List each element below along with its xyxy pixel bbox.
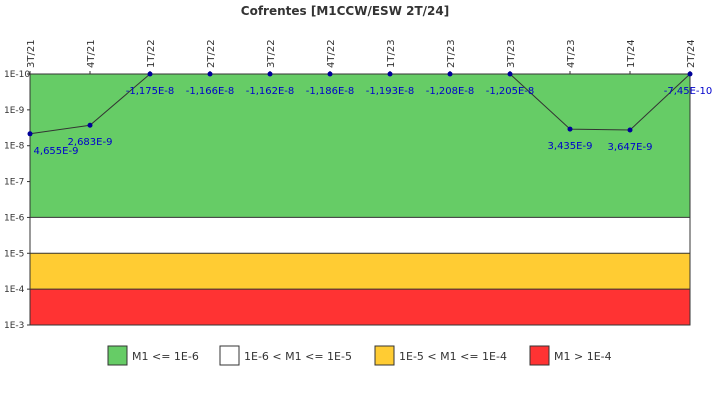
band-2 [30,253,690,290]
series-path [29,73,691,135]
x-tick-label: 2T/24 [686,39,697,68]
y-tick-label: 1E-7 [4,178,24,188]
data-point [87,122,93,128]
y-tick-label: 1E-3 [4,321,24,331]
data-point [387,71,393,77]
y-tick-label: 1E-10 [4,70,30,80]
legend-label: M1 > 1E-4 [554,350,612,363]
x-axis: 3T/21 4T/21 1T/22 2T/22 3T/22 4T/22 1T/23 2T/23… [26,39,697,74]
data-point [207,71,213,77]
data-label: -1,193E-8 [366,86,415,97]
data-point [687,71,693,77]
y-tick-label: 1E-8 [4,142,25,152]
y-tick-label: 1E-5 [4,249,24,259]
y-tick-label: 1E-4 [4,285,25,295]
legend-swatch [374,345,395,366]
data-label: -7,45E-10 [664,86,713,97]
series-line [27,71,693,137]
x-tick-label: 1T/24 [626,39,637,68]
risk-bands [30,74,690,325]
band-3 [30,289,690,325]
data-label: 2,683E-9 [68,137,113,148]
x-tick-label: 2T/22 [206,39,217,68]
chart-title: Cofrentes [M1CCW/ESW 2T/24] [241,4,449,18]
data-label: -1,186E-8 [306,86,355,97]
x-tick-label: 4T/21 [86,39,97,68]
data-point [507,71,513,77]
data-label: -1,205E-8 [486,86,535,97]
x-tick-label: 3T/21 [26,39,37,68]
data-label: -1,166E-8 [186,86,235,97]
data-label: -1,162E-8 [246,86,295,97]
legend-label: 1E-6 < M1 <= 1E-5 [244,350,352,363]
data-point [447,71,453,77]
y-axis: 1E-10 1E-9 1E-8 1E-7 1E-6 1E-5 1E-4 1E-3 [4,70,30,331]
grid [30,216,690,290]
x-tick-label: 1T/22 [146,39,157,68]
y-tick-label: 1E-9 [4,106,25,116]
data-label: -1,208E-8 [426,86,475,97]
data-point [27,131,33,137]
x-tick-label: 1T/23 [386,39,397,68]
legend-swatch [107,345,128,366]
data-point [267,71,273,77]
legend-label: 1E-5 < M1 <= 1E-4 [399,350,507,363]
data-point [567,126,573,132]
x-tick-label: 4T/22 [326,39,337,68]
data-label: -1,175E-8 [126,86,175,97]
data-point [627,127,633,133]
legend-swatch [529,345,550,366]
data-label: 3,647E-9 [608,142,653,153]
x-tick-label: 3T/23 [506,39,517,68]
x-tick-label: 2T/23 [446,39,457,68]
x-tick-label: 3T/22 [266,39,277,68]
legend-swatch [219,345,240,366]
data-labels: 4,655E-92,683E-9 -1,175E-8 -1,166E-8 -1,162… [34,86,713,157]
legend-label: M1 <= 1E-6 [132,350,199,363]
legend: M1 <= 1E-6 1E-6 < M1 <= 1E-5 1E-5 < M1 <= … [107,345,612,366]
x-tick-label: 4T/23 [566,39,577,68]
band-0 [30,74,690,218]
data-label: 3,435E-9 [548,141,593,152]
band-1 [30,217,690,254]
y-tick-label: 1E-6 [4,213,25,223]
data-label: 4,655E-9 [34,146,79,157]
data-point [147,71,153,77]
data-point [327,71,333,77]
